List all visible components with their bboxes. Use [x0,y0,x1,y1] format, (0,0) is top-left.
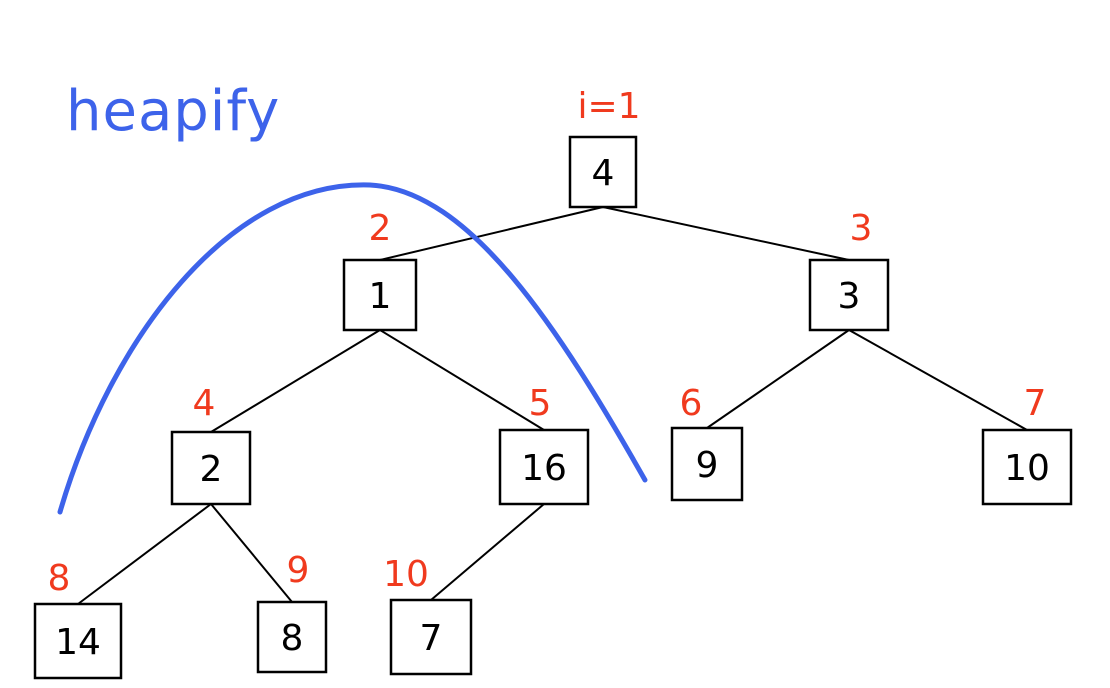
node-box [256,600,328,674]
tree-edges [77,206,1028,605]
node-value: 4 [592,153,615,194]
node-index-label: 8 [48,558,71,599]
tree-edge [210,503,293,603]
tree-edge [379,206,604,261]
node-value: 8 [281,618,304,659]
node-box [808,258,890,332]
index-labels: i=1 2 3 4 5 6 7 8 9 10 [48,86,1047,599]
node-box [498,428,590,506]
diagram-title: heapify [66,79,281,144]
node-box [568,135,638,209]
heap-node: 3 [808,258,890,332]
heap-node: 14 [33,602,123,680]
node-index-label: 7 [1024,383,1047,424]
heapify-scope-arc [57,182,648,515]
tree-edge [848,329,1028,431]
heap-node: 16 [498,428,590,506]
heap-node: 7 [389,598,473,676]
heap-node: 10 [981,428,1073,506]
node-index-label: 4 [193,383,216,424]
node-box [170,430,252,506]
node-value: 10 [1004,448,1050,489]
node-box [981,428,1073,506]
node-box [342,258,418,332]
tree-edge [77,503,212,605]
tree-edge [706,329,850,429]
node-box [33,602,123,680]
node-box [670,426,744,502]
node-value: 2 [200,449,223,490]
node-index-label: 9 [287,550,310,591]
tree-edge [379,329,545,431]
heap-node: 8 [256,600,328,674]
tree-edge [430,503,545,601]
heap-node: 9 [670,426,744,502]
node-index-label: 3 [850,208,873,249]
node-index-label: 10 [383,554,429,595]
tree-nodes: 4 1 3 2 16 9 10 14 8 7 [33,135,1073,680]
node-index-label: 6 [680,383,703,424]
heap-node: 1 [342,258,418,332]
node-index-label: 5 [529,383,552,424]
tree-edge [602,206,850,261]
node-box [389,598,473,676]
node-value: 14 [55,622,101,663]
node-value: 1 [369,276,392,317]
node-value: 3 [838,276,861,317]
heap-node: 4 [568,135,638,209]
node-value: 16 [521,448,567,489]
node-index-label: i=1 [577,86,640,127]
node-value: 7 [420,618,443,659]
node-index-label: 2 [369,208,392,249]
heap-node: 2 [170,430,252,506]
node-value: 9 [696,445,719,486]
tree-edge [210,329,381,433]
